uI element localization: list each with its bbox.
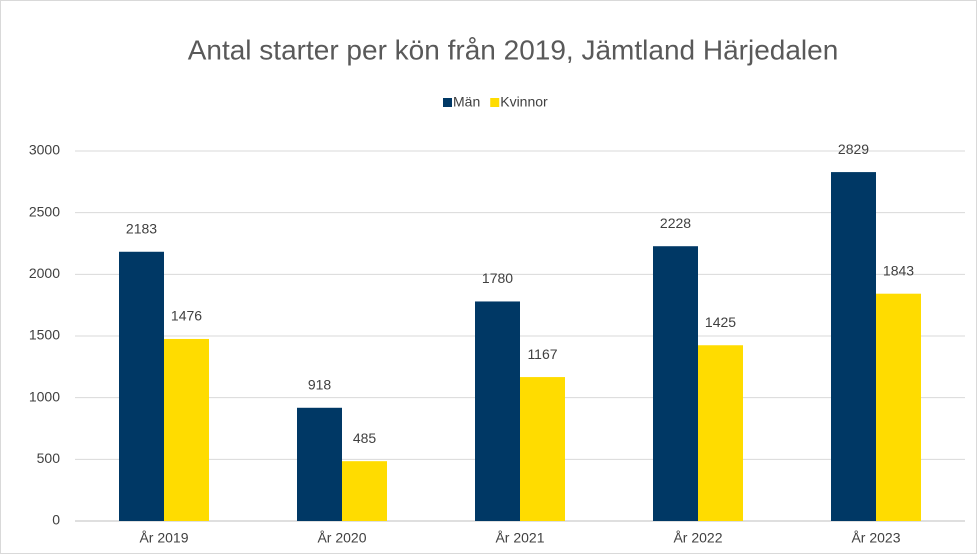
bar	[520, 377, 565, 521]
value-label: 1425	[705, 314, 736, 330]
value-label: 1167	[527, 346, 557, 362]
bar	[297, 407, 342, 521]
value-label: 1780	[482, 270, 513, 286]
bar	[876, 293, 921, 521]
y-tick-label: 2000	[29, 265, 60, 281]
bar	[164, 338, 209, 521]
y-tick-label: 3000	[29, 142, 60, 158]
bar	[831, 172, 876, 521]
x-tick-label: År 2020	[317, 530, 366, 546]
bar	[698, 345, 743, 521]
legend-label: Män	[453, 94, 480, 110]
value-label: 2228	[660, 215, 691, 231]
x-tick-label: År 2022	[673, 530, 722, 546]
value-label: 918	[308, 376, 332, 392]
y-tick-label: 0	[52, 512, 60, 528]
bar	[119, 251, 164, 521]
bar	[342, 461, 387, 521]
y-tick-label: 1000	[29, 388, 60, 404]
y-tick-label: 2500	[29, 203, 60, 219]
legend-swatch	[490, 98, 500, 107]
x-tick-label: År 2021	[495, 530, 544, 546]
value-label: 1843	[883, 262, 914, 278]
bar	[653, 246, 698, 522]
y-tick-label: 500	[37, 450, 61, 466]
value-label: 485	[353, 430, 377, 446]
y-tick-label: 1500	[29, 327, 60, 343]
legend-swatch	[443, 98, 452, 107]
chart-title: Antal starter per kön från 2019, Jämtlan…	[188, 34, 839, 65]
value-label: 2183	[126, 220, 157, 236]
x-tick-label: År 2019	[139, 530, 188, 546]
bar	[475, 301, 520, 521]
value-label: 1476	[171, 308, 202, 324]
value-label: 2829	[838, 141, 869, 157]
x-tick-label: År 2023	[851, 530, 900, 546]
legend-label: Kvinnor	[500, 94, 548, 110]
